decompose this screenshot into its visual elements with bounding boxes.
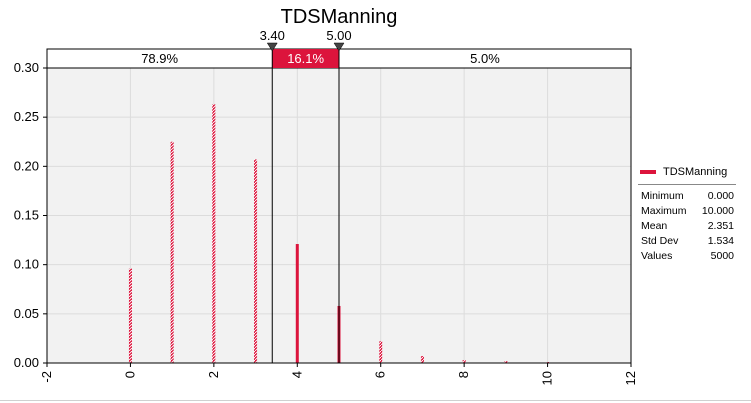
bar xyxy=(128,268,132,363)
region-percent-label: 5.0% xyxy=(470,51,500,66)
bar xyxy=(420,356,424,363)
x-tick-label: 4 xyxy=(289,371,304,378)
stat-label: Std Dev xyxy=(641,235,679,247)
stats-table: Minimum 0.000 Maximum 10.000 Mean 2.351 … xyxy=(638,189,736,264)
stat-value: 0.000 xyxy=(707,190,734,202)
y-tick-label: 0.10 xyxy=(14,257,39,272)
bar xyxy=(295,244,299,363)
chart-title: TDSManning xyxy=(281,6,398,28)
y-tick-label: 0.05 xyxy=(14,306,39,321)
window-edge xyxy=(0,400,751,401)
stat-row: Minimum 0.000 xyxy=(638,189,736,204)
x-tick-label: -2 xyxy=(39,371,54,383)
bar xyxy=(462,360,466,363)
y-tick-label: 0.25 xyxy=(14,109,39,124)
stat-value: 5000 xyxy=(710,250,734,262)
x-tick-label: 12 xyxy=(623,371,638,385)
y-tick-label: 0.15 xyxy=(14,208,39,223)
stat-row: Std Dev 1.534 xyxy=(638,234,736,249)
y-tick-label: 0.20 xyxy=(14,158,39,173)
legend: TDSManning Minimum 0.000 Maximum 10.000 … xyxy=(638,166,736,264)
stat-value: 10.000 xyxy=(701,205,734,217)
stat-row: Maximum 10.000 xyxy=(638,204,736,219)
band-highlight xyxy=(272,49,339,68)
marker-label-right: 5.00 xyxy=(326,28,351,43)
bar xyxy=(379,341,383,363)
marker-triangle-right xyxy=(333,42,345,52)
stat-row: Mean 2.351 xyxy=(638,219,736,234)
percentile-band: 3.40 5.00 78.9% 16.1% 5.0% xyxy=(46,28,632,363)
x-tick-label: 8 xyxy=(456,371,471,378)
bar xyxy=(170,141,174,363)
stat-label: Mean xyxy=(641,220,668,232)
x-tick-label: 0 xyxy=(122,371,137,378)
region-percent-label: 78.9% xyxy=(141,51,178,66)
stat-label: Minimum xyxy=(641,190,684,202)
marker-label-left: 3.40 xyxy=(260,28,285,43)
y-tick-label: 0.30 xyxy=(14,60,39,75)
stat-value: 1.534 xyxy=(707,235,734,247)
x-tick-label: 10 xyxy=(540,371,555,385)
legend-swatch xyxy=(640,170,656,174)
stat-label: Values xyxy=(641,250,673,262)
y-tick-label: 0.00 xyxy=(14,355,39,370)
bar xyxy=(254,159,258,363)
bar xyxy=(504,361,508,363)
x-tick-label: 2 xyxy=(206,371,221,378)
region-percent-label: 16.1% xyxy=(287,51,324,66)
marker-triangle-left xyxy=(266,42,278,52)
stat-row: Values 5000 xyxy=(638,249,736,264)
legend-entry: TDSManning xyxy=(638,166,736,185)
stat-label: Maximum xyxy=(641,205,687,217)
stat-value: 2.351 xyxy=(707,220,734,232)
x-tick-label: 6 xyxy=(373,371,388,378)
bar xyxy=(212,104,216,363)
legend-series-label: TDSManning xyxy=(663,166,728,178)
